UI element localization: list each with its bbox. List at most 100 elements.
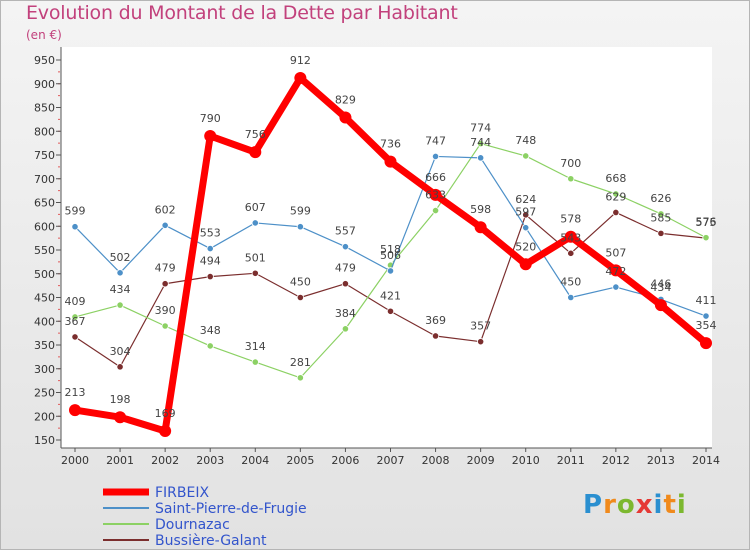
y-tick-label: 400 (34, 315, 55, 328)
y-tick-label: 700 (34, 173, 55, 186)
data-point (206, 342, 214, 350)
data-point (114, 411, 127, 424)
data-point (431, 152, 440, 161)
data-point (567, 293, 575, 302)
data-label: 756 (245, 128, 266, 141)
data-label: 700 (560, 157, 581, 170)
data-point (429, 188, 442, 201)
data-point (522, 152, 530, 160)
data-label: 501 (245, 251, 266, 264)
data-label: 624 (515, 193, 536, 206)
y-tick-label: 300 (34, 363, 55, 376)
data-label: 369 (425, 314, 446, 327)
data-point (296, 293, 304, 302)
x-tick-label: 2009 (467, 454, 495, 467)
data-point (159, 424, 172, 437)
logo-letter: o (616, 490, 636, 520)
data-label: 599 (290, 205, 311, 218)
data-label: 520 (515, 240, 536, 253)
data-label: 575 (696, 216, 717, 229)
data-label: 367 (65, 315, 86, 328)
data-label: 629 (605, 190, 626, 203)
data-label: 502 (110, 251, 131, 264)
logo-letter: x (635, 490, 654, 520)
data-label: 557 (335, 225, 356, 238)
y-tick-label: 950 (34, 54, 55, 67)
data-point (564, 230, 577, 243)
data-point (71, 223, 79, 231)
data-label: 602 (155, 203, 176, 216)
data-label: 578 (560, 213, 581, 226)
data-label: 421 (380, 289, 401, 302)
data-point (116, 301, 124, 309)
data-point (206, 244, 214, 253)
data-label: 354 (696, 319, 717, 332)
data-point (702, 312, 710, 320)
data-point (341, 243, 350, 251)
data-point (567, 249, 575, 257)
data-label: 450 (560, 276, 581, 289)
data-point (251, 358, 259, 366)
data-point (654, 299, 667, 312)
data-point (251, 219, 259, 227)
data-label: 411 (696, 294, 717, 307)
x-tick-label: 2000 (61, 454, 89, 467)
data-point (251, 269, 259, 277)
data-point (431, 332, 440, 340)
data-label: 479 (335, 262, 356, 275)
x-tick-label: 2012 (602, 454, 630, 467)
data-label: 576 (696, 216, 717, 229)
data-label: 829 (335, 93, 356, 106)
chart-title: Evolution du Montant de la Dette par Hab… (26, 2, 458, 24)
data-point (204, 130, 217, 142)
data-label: 744 (470, 136, 491, 149)
data-point (477, 154, 485, 162)
legend-label: Saint-Pierre-de-Frugie (155, 501, 307, 517)
x-tick-label: 2013 (647, 454, 675, 467)
data-point (386, 307, 395, 315)
logo-letter: P (583, 490, 604, 520)
x-tick-label: 2010 (512, 454, 540, 467)
legend-label: Dournazac (155, 517, 230, 533)
data-point (700, 337, 712, 350)
data-point (161, 221, 169, 229)
data-label: 281 (290, 356, 311, 369)
data-point (431, 206, 440, 215)
data-point (612, 208, 620, 217)
y-tick-label: 150 (34, 434, 55, 447)
y-tick-label: 650 (34, 197, 55, 210)
data-label: 348 (200, 324, 221, 337)
y-tick-label: 500 (34, 268, 55, 281)
data-label: 626 (650, 192, 671, 205)
data-label: 912 (290, 54, 311, 67)
data-point (116, 269, 124, 277)
data-label: 507 (605, 246, 626, 259)
data-label: 434 (110, 283, 131, 296)
data-point (609, 264, 622, 277)
data-label: 479 (155, 262, 176, 275)
data-point (702, 234, 710, 242)
x-tick-label: 2003 (196, 454, 224, 467)
logo-letter: i (676, 490, 687, 520)
data-label: 472 (605, 265, 626, 278)
data-label: 304 (110, 345, 131, 358)
data-point (522, 224, 530, 232)
data-label: 668 (605, 172, 626, 185)
y-tick-label: 800 (34, 125, 55, 138)
data-point (296, 374, 304, 382)
data-point (341, 280, 350, 288)
data-point (249, 146, 262, 159)
data-label: 169 (155, 407, 176, 420)
data-label: 598 (470, 203, 491, 216)
y-tick-label: 600 (34, 220, 55, 233)
data-label: 213 (65, 386, 86, 399)
unit-label: (en €) (26, 28, 62, 42)
data-point (339, 111, 352, 124)
x-tick-label: 2001 (106, 454, 134, 467)
data-point (657, 229, 665, 237)
data-label: 198 (110, 393, 131, 406)
proxiti-logo: Proxiti (583, 490, 687, 520)
data-label: 666 (425, 171, 446, 184)
y-tick-label: 850 (34, 102, 55, 115)
